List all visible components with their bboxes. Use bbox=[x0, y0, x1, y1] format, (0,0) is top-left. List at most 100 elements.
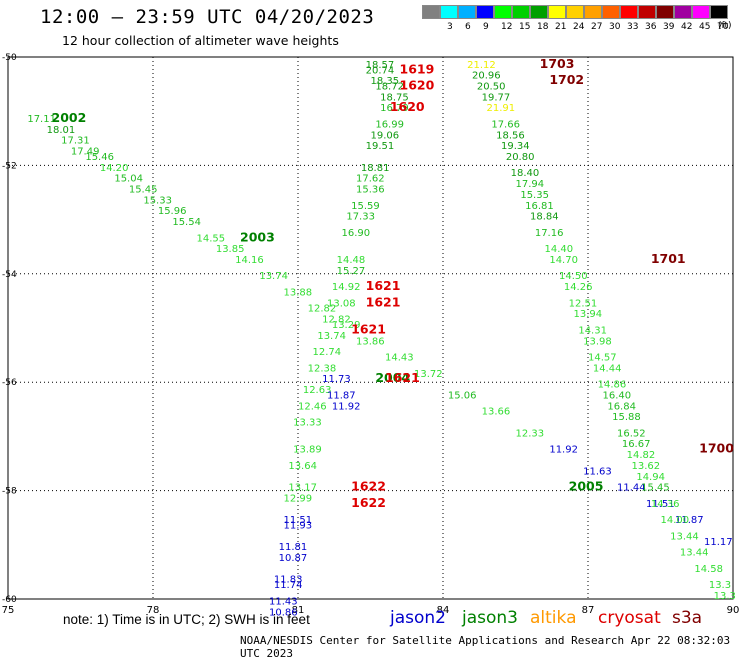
wave-height-value: 11.92 bbox=[549, 445, 578, 456]
pass-time-label: 2002 bbox=[52, 110, 87, 125]
wave-height-value: 20.50 bbox=[477, 82, 506, 93]
wave-height-value: 11.51 bbox=[284, 515, 313, 526]
color-scale-bin: 12 bbox=[494, 5, 512, 32]
pass-time-label: 1701 bbox=[651, 251, 686, 266]
wave-height-value: 18.01 bbox=[47, 125, 76, 136]
wave-height-value: 16.99 bbox=[375, 119, 404, 130]
color-scale-label: 6 bbox=[465, 22, 471, 32]
color-scale-label: 30 bbox=[609, 22, 621, 32]
wave-height-value: 13.98 bbox=[583, 336, 612, 347]
x-tick-label: 75 bbox=[2, 605, 15, 616]
color-scale-label: 70 bbox=[717, 22, 729, 32]
wave-height-value: 20.80 bbox=[506, 152, 535, 163]
wave-height-value: 11.43 bbox=[269, 596, 298, 607]
wave-height-value: 14.82 bbox=[627, 450, 656, 461]
wave-height-value: 13.89 bbox=[293, 445, 322, 456]
color-scale-label: 27 bbox=[591, 22, 603, 32]
x-tick-label: 84 bbox=[437, 605, 450, 616]
legend-jason2: jason2 bbox=[390, 608, 446, 628]
pass-time-label: 1621 bbox=[366, 278, 401, 293]
footer-note: note: 1) Time is in UTC; 2) SWH is in fe… bbox=[63, 612, 310, 627]
pass-time-label: 1620 bbox=[400, 78, 435, 93]
x-tick-label: 90 bbox=[727, 605, 740, 616]
legend-s3a: s3a bbox=[672, 608, 703, 628]
wave-height-value: 20.96 bbox=[472, 71, 501, 82]
wave-height-value: 14.43 bbox=[385, 353, 414, 364]
color-scale-bin: 21 bbox=[548, 5, 566, 32]
color-scale-label: 42 bbox=[681, 22, 693, 32]
wave-height-value: 11.87 bbox=[327, 390, 356, 401]
wave-height-value: 14.40 bbox=[545, 244, 574, 255]
wave-height-value: 11.92 bbox=[332, 401, 361, 412]
color-scale-bin: 27 bbox=[584, 5, 602, 32]
pass-time-label: 1620 bbox=[390, 99, 425, 114]
color-scale-bin bbox=[422, 5, 440, 19]
wave-height-value: 15.46 bbox=[85, 152, 114, 163]
wave-height-value: 14.26 bbox=[564, 282, 593, 293]
color-scale-bin: 3 bbox=[440, 5, 458, 32]
y-tick-label: -56 bbox=[2, 378, 17, 388]
pass-time-label: 2004 bbox=[375, 370, 410, 385]
wave-height-value: 15.45 bbox=[129, 185, 158, 196]
wave-height-value: 18.72 bbox=[375, 82, 404, 93]
color-scale-label: 3 bbox=[447, 22, 453, 32]
pass-time-label: 1621 bbox=[385, 370, 420, 385]
wave-height-value: 14.92 bbox=[332, 282, 361, 293]
color-scale-label: 12 bbox=[501, 22, 513, 32]
pass-time-label: 1621 bbox=[351, 321, 386, 336]
wave-height-value: 17.94 bbox=[516, 179, 545, 190]
wave-height-value: 11.63 bbox=[583, 466, 612, 477]
wave-height-value: 15.36 bbox=[356, 185, 385, 196]
color-scale-legend: 3 6 9 12 15 18 21 24 27 30 33 36 39 42 45 70 bbox=[422, 5, 728, 32]
y-tick-label: -54 bbox=[2, 270, 17, 280]
wave-height-value: 14.86 bbox=[598, 380, 627, 391]
wave-height-value: 13.85 bbox=[216, 244, 245, 255]
pass-time-label: 1700 bbox=[699, 441, 734, 456]
color-scale-label: 9 bbox=[483, 22, 489, 32]
wave-height-value: 13.88 bbox=[284, 287, 313, 298]
wave-height-value: 13.17 bbox=[288, 483, 317, 494]
wave-height-value: 11.51 bbox=[646, 499, 675, 510]
wave-height-value: 18.75 bbox=[380, 92, 409, 103]
wave-height-value: 15.88 bbox=[612, 412, 641, 423]
wave-height-value: 10.87 bbox=[279, 553, 308, 564]
wave-height-value: 14.00 bbox=[661, 515, 690, 526]
footer-credit: NOAA/NESDIS Center for Satellite Applica… bbox=[240, 634, 731, 660]
page-subtitle: 12 hour collection of altimeter wave hei… bbox=[62, 33, 339, 48]
color-scale-label: 24 bbox=[573, 22, 585, 32]
wave-height-value: 14.70 bbox=[549, 255, 578, 266]
pass-time-label: 1621 bbox=[366, 294, 401, 309]
wave-height-value: 21.12 bbox=[467, 60, 496, 71]
pass-time-label: 2003 bbox=[240, 229, 275, 244]
wave-height-value: 11.44 bbox=[617, 483, 646, 494]
wave-height-value: 12.74 bbox=[313, 347, 342, 358]
wave-height-value: 18.40 bbox=[511, 168, 540, 179]
wave-height-value: 17.62 bbox=[356, 174, 385, 185]
wave-height-value: 14.44 bbox=[593, 363, 622, 374]
color-scale-label: 33 bbox=[627, 22, 639, 32]
y-tick-label: -60 bbox=[2, 595, 17, 605]
color-scale-bin: 24 bbox=[566, 5, 584, 32]
wave-height-value: 17.16 bbox=[535, 228, 564, 239]
wave-height-value: 13.66 bbox=[482, 407, 511, 418]
color-scale-bin: 18 bbox=[530, 5, 548, 32]
pass-time-label: 2005 bbox=[569, 479, 604, 494]
wave-height-value: 11.73 bbox=[322, 374, 351, 385]
x-tick-label: 78 bbox=[147, 605, 160, 616]
color-scale-bin: 39 bbox=[656, 5, 674, 32]
wave-height-value: 13.64 bbox=[288, 461, 317, 472]
wave-height-value: 12.38 bbox=[308, 363, 337, 374]
wave-height-value: 20.74 bbox=[366, 65, 395, 76]
color-scale-bin: 15 bbox=[512, 5, 530, 32]
wave-height-value: 14.31 bbox=[578, 325, 607, 336]
wave-height-value: 11.17 bbox=[704, 537, 733, 548]
wave-height-value: 12.82 bbox=[322, 315, 351, 326]
wave-height-value: 21.91 bbox=[487, 103, 516, 114]
wave-height-value: 14.58 bbox=[694, 564, 723, 575]
color-scale-bin: 33 bbox=[620, 5, 638, 32]
wave-height-value: 11.93 bbox=[284, 521, 313, 532]
wave-height-value: 18.35 bbox=[371, 76, 400, 87]
page-title: 12:00 — 23:59 UTC 04/20/2023 bbox=[40, 6, 375, 28]
wave-height-value: 12.82 bbox=[308, 304, 337, 315]
